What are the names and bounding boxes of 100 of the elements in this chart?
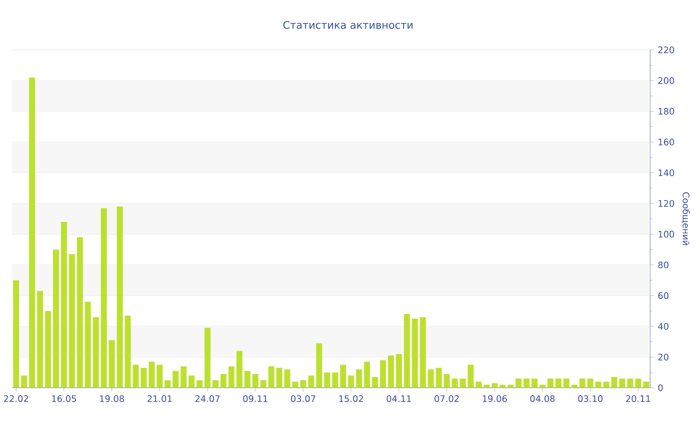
bar — [308, 376, 314, 388]
bar — [587, 378, 594, 388]
x-tick-label: 15.02 — [339, 395, 363, 402]
bar — [532, 378, 538, 388]
y-tick-label: 100 — [658, 230, 674, 238]
bar — [268, 366, 274, 388]
bar — [13, 280, 20, 388]
bar — [380, 360, 386, 388]
bar — [635, 378, 642, 388]
bar — [53, 250, 59, 388]
x-tick-label: 07.02 — [434, 395, 459, 402]
bar — [547, 378, 554, 388]
bar — [292, 382, 298, 388]
bar — [563, 378, 570, 388]
bar — [228, 366, 234, 388]
bar — [212, 380, 218, 388]
y-tick-label: 20 — [658, 354, 668, 361]
bar — [164, 380, 171, 388]
bar — [436, 368, 442, 388]
bar — [68, 254, 75, 388]
bar — [132, 364, 139, 388]
x-tick-label: 22.02 — [4, 395, 28, 402]
y-tick-label: 220 — [658, 46, 674, 54]
bar — [516, 378, 522, 388]
bar — [29, 78, 36, 388]
bar — [37, 291, 44, 388]
y-tick-label: 200 — [658, 77, 674, 84]
bar — [220, 374, 226, 388]
bar — [21, 376, 28, 388]
bar — [396, 354, 402, 388]
bar — [595, 382, 602, 388]
x-tick-label: 20.11 — [626, 395, 650, 402]
bar — [156, 364, 163, 388]
x-tick-label: 03.07 — [291, 395, 316, 402]
bar — [404, 314, 410, 388]
bar — [108, 340, 115, 388]
chart-title: Статистика активности — [283, 21, 412, 30]
bar — [539, 384, 546, 388]
bar — [332, 372, 338, 388]
y-tick-label: 40 — [658, 323, 668, 330]
bar — [340, 364, 346, 388]
x-tick-label: 04.08 — [530, 395, 555, 402]
bar — [468, 364, 474, 388]
bar — [364, 362, 370, 388]
bar — [60, 222, 67, 388]
bar — [236, 351, 242, 388]
y-tick-label: 120 — [658, 200, 674, 207]
bar — [276, 368, 282, 388]
bar — [92, 317, 99, 388]
bar — [172, 371, 179, 388]
x-tick-label: 19.08 — [100, 395, 124, 402]
x-tick-label: 09.11 — [243, 395, 268, 402]
bar — [492, 383, 498, 388]
bar — [348, 376, 354, 388]
bar — [452, 378, 458, 388]
bar — [500, 384, 506, 388]
bar — [484, 384, 490, 388]
bar — [627, 378, 634, 388]
bar — [188, 376, 195, 388]
bar — [356, 370, 362, 388]
bar — [124, 316, 131, 388]
bar — [388, 356, 394, 388]
bar — [555, 378, 562, 388]
bar — [180, 366, 187, 388]
y-axis-title: Сообщений — [682, 192, 690, 246]
bar — [244, 371, 250, 388]
bar — [45, 311, 52, 388]
bar — [571, 384, 578, 388]
y-tick-label: 0 — [658, 384, 663, 392]
bar — [140, 368, 147, 388]
x-tick-label: 03.10 — [578, 395, 603, 402]
y-tick-label: 80 — [658, 262, 668, 268]
bar — [420, 317, 426, 388]
bar — [460, 378, 466, 388]
y-tick-label: 60 — [658, 292, 668, 300]
bar — [603, 382, 610, 388]
bar — [643, 382, 650, 388]
y-tick-label: 180 — [658, 108, 674, 115]
bar — [252, 374, 258, 388]
x-tick-label: 04.11 — [386, 395, 411, 402]
bar — [84, 302, 91, 388]
bar — [300, 380, 306, 388]
bar — [324, 372, 330, 388]
bar — [524, 378, 530, 388]
y-tick-label: 140 — [658, 170, 674, 176]
x-tick-label: 24.07 — [195, 395, 220, 402]
bar — [260, 380, 266, 388]
bar — [196, 380, 203, 388]
bar — [508, 384, 514, 388]
bar — [412, 318, 418, 388]
bar — [116, 206, 123, 388]
bar — [428, 370, 434, 388]
bar — [284, 370, 290, 388]
bar — [444, 374, 450, 388]
y-tick-label: 160 — [658, 138, 674, 146]
x-tick-label: 16.05 — [52, 395, 76, 402]
bar — [476, 382, 482, 388]
bar — [148, 362, 155, 388]
x-tick-label: 21.01 — [148, 395, 172, 402]
bar — [100, 208, 107, 388]
